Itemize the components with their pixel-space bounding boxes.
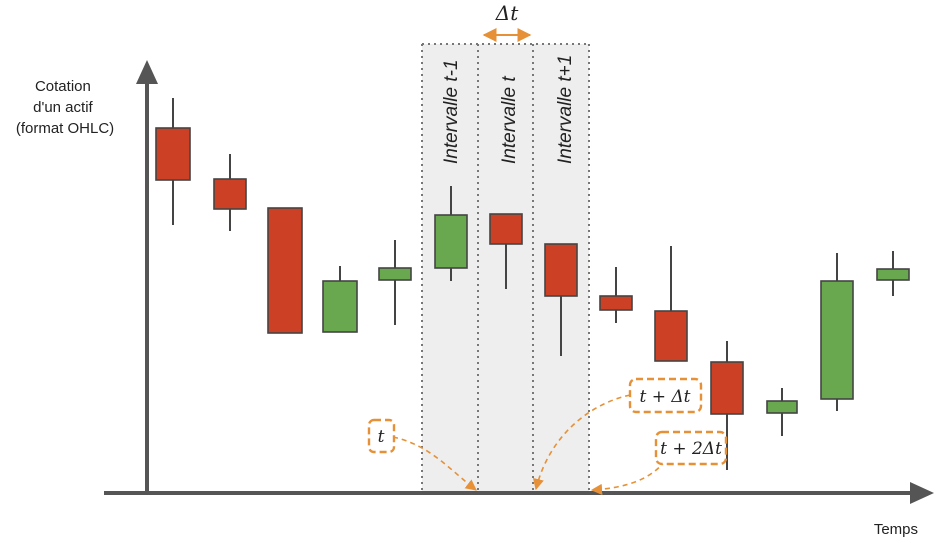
candlesticks [155,98,910,470]
candle-body [489,213,523,245]
candle [599,267,633,323]
candle-body [599,295,633,311]
y-axis-arrowhead [136,60,158,84]
y-axis-label-line: d'un actif [33,99,93,116]
candle-body [654,310,688,362]
callout-t-plus-dt-box [628,377,703,414]
candle-body [213,178,247,210]
candle-body [267,207,303,334]
callout-arrows [392,394,666,495]
candle [489,213,523,289]
callout-t: t [367,418,396,454]
callout-t-plus-dt-text: t + Δt [640,387,691,407]
delta-t-label: Δt [495,1,519,25]
y-axis-label-line: Cotation [35,78,91,95]
interval-label-t-plus-1: Intervalle t+1 [555,55,576,164]
callout-t-box [367,418,396,454]
candle [155,98,191,225]
candle-body [378,267,412,281]
interval-label-t-minus-1: Intervalle t-1 [441,59,462,164]
candle-body [766,400,798,414]
callout-arrow-t [392,436,477,491]
x-axis-arrowhead [910,482,934,504]
candle [654,246,688,362]
candle-body [710,361,744,415]
interval-label-t: Intervalle t [499,76,520,164]
callout-t-text: t [378,427,385,447]
candle-body [544,243,578,297]
callout-t-plus-2dt-text: t + 2Δt [660,439,722,459]
candle [434,186,468,281]
candle [876,251,910,296]
callout-t-plus-dt: t + Δt [628,377,703,414]
candle-body [820,280,854,400]
callout-t-plus-2dt: t + 2Δt [654,430,728,466]
y-axis-label-line: (format OHLC) [16,120,114,137]
candle [322,266,358,333]
candle [267,207,303,334]
candle [766,388,798,436]
candle-body [322,280,358,333]
candle [213,154,247,231]
candle-body [155,127,191,181]
axes [104,60,934,504]
candle-body [876,268,910,281]
callout-arrow-t-plus-2dt [590,460,666,495]
candle [378,240,412,325]
candle [820,253,854,411]
y-axis-label: Cotation d'un actif (format OHLC) [16,78,114,137]
candle [544,243,578,356]
x-axis-label: Temps [874,521,918,538]
candle-body [434,214,468,269]
callout-t-plus-2dt-box [654,430,728,466]
